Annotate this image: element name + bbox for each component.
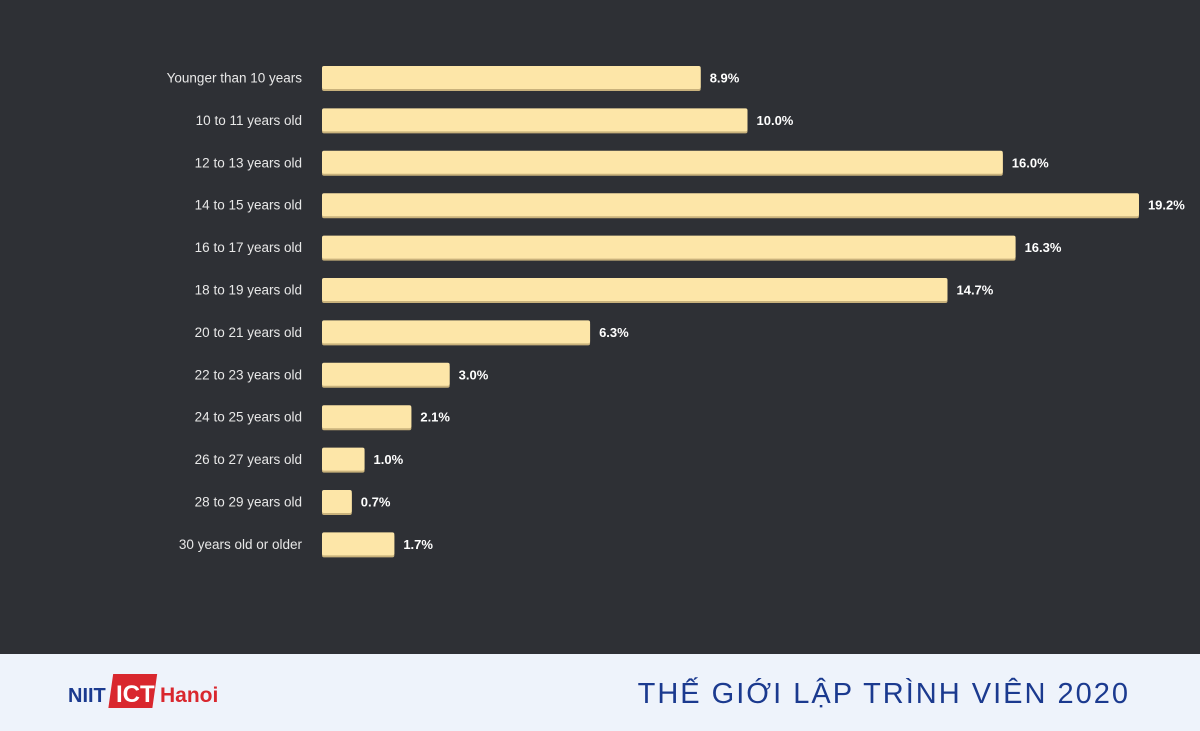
category-label: 30 years old or older	[179, 537, 303, 552]
category-label: 20 to 21 years old	[195, 325, 302, 340]
value-label: 14.7%	[956, 283, 993, 298]
value-label: 3.0%	[459, 367, 489, 382]
category-label: 16 to 17 years old	[195, 240, 302, 255]
value-label: 1.0%	[374, 452, 404, 467]
category-label: 12 to 13 years old	[195, 155, 302, 170]
logo-text-ict: ICT	[116, 681, 155, 708]
bar	[322, 490, 352, 513]
category-label: 28 to 29 years old	[195, 495, 302, 510]
category-label: 24 to 25 years old	[195, 410, 302, 425]
logo-text-hanoi: Hanoi	[160, 684, 218, 707]
value-label: 16.0%	[1012, 155, 1049, 170]
logo-ict-box	[108, 674, 158, 708]
category-label: Younger than 10 years	[167, 71, 303, 86]
value-label: 6.3%	[599, 325, 629, 340]
bar	[322, 150, 1003, 174]
bar	[322, 66, 701, 89]
bar	[322, 235, 1016, 259]
value-label: 19.2%	[1148, 198, 1185, 213]
value-label: 16.3%	[1025, 240, 1062, 255]
chart-area: Younger than 10 years 8.9% 10 to 11 years …	[166, 66, 1186, 558]
category-label: 22 to 23 years old	[195, 367, 302, 382]
bar	[322, 320, 591, 344]
value-label: 10.0%	[757, 113, 794, 128]
bar-chart: Younger than 10 years 8.9% 10 to 11 years …	[167, 66, 1185, 558]
value-label: 0.7%	[361, 495, 391, 510]
category-label: 14 to 15 years old	[195, 198, 302, 213]
bar	[322, 532, 395, 556]
niit-ict-hanoi-logo: NIIT ICT Hanoi	[68, 674, 218, 708]
value-label: 1.7%	[403, 537, 433, 552]
bar	[322, 405, 412, 429]
value-label: 2.1%	[420, 410, 450, 425]
category-label: 18 to 19 years old	[195, 283, 302, 298]
category-label: 10 to 11 years old	[196, 113, 302, 128]
footer-title: THẾ GIỚI LẬP TRÌNH VIÊN 2020	[637, 678, 1130, 710]
bar	[322, 362, 450, 386]
logo-text-niit: NIIT	[68, 685, 106, 707]
footer-banner: NIIT ICT Hanoi THẾ GIỚI LẬP TRÌNH VIÊN 2…	[0, 654, 1200, 731]
category-label: 26 to 27 years old	[195, 452, 302, 467]
bar	[322, 447, 365, 471]
bar	[322, 108, 748, 132]
bar	[322, 278, 948, 301]
value-label: 8.9%	[710, 71, 740, 86]
bar	[322, 193, 1139, 217]
